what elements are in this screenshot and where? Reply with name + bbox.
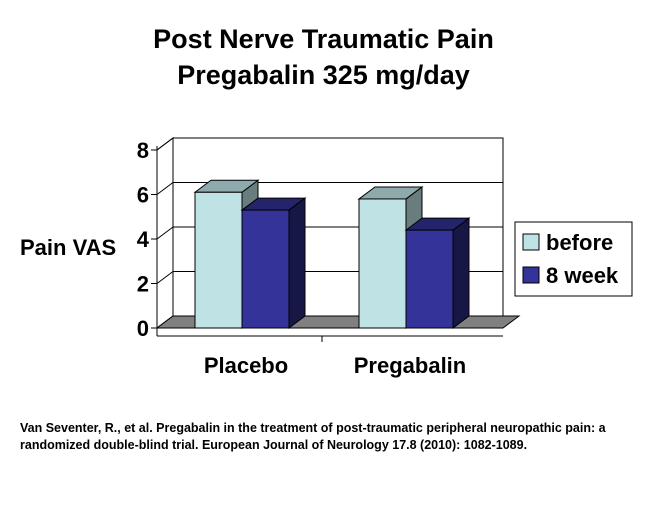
chart-subtitle: Pregabalin 325 mg/day [177,60,470,90]
y-tick-label: 4 [137,227,150,252]
chart-title: Post Nerve Traumatic Pain [153,24,494,54]
bar [405,229,454,329]
y-tick-label: 8 [137,138,149,163]
y-axis-label: Pain VAS [20,235,116,260]
bar-chart: 0 2 4 6 8 Pain VAS Placebo Pregabalin before 8 we… [20,137,633,378]
gridline-side [156,182,174,195]
legend-swatch [522,233,540,251]
legend-swatch [522,266,540,284]
gridline-side [156,226,174,240]
bar [358,198,407,329]
bar-side [452,217,470,329]
y-tick-label: 0 [137,316,149,341]
y-tick-label: 6 [137,183,149,208]
citation-text: Van Seventer, R., et al. Pregabalin in t… [20,421,606,452]
bar [241,209,290,329]
gridline-side [156,137,174,151]
x-tick-label: Pregabalin [354,353,466,378]
legend-label: before [546,230,613,255]
bar-side [288,197,306,329]
bar [194,191,243,329]
gridline-side [156,271,174,284]
legend-label: 8 week [546,263,619,288]
x-tick-label: Placebo [204,353,288,378]
y-tick-label: 2 [137,272,149,297]
